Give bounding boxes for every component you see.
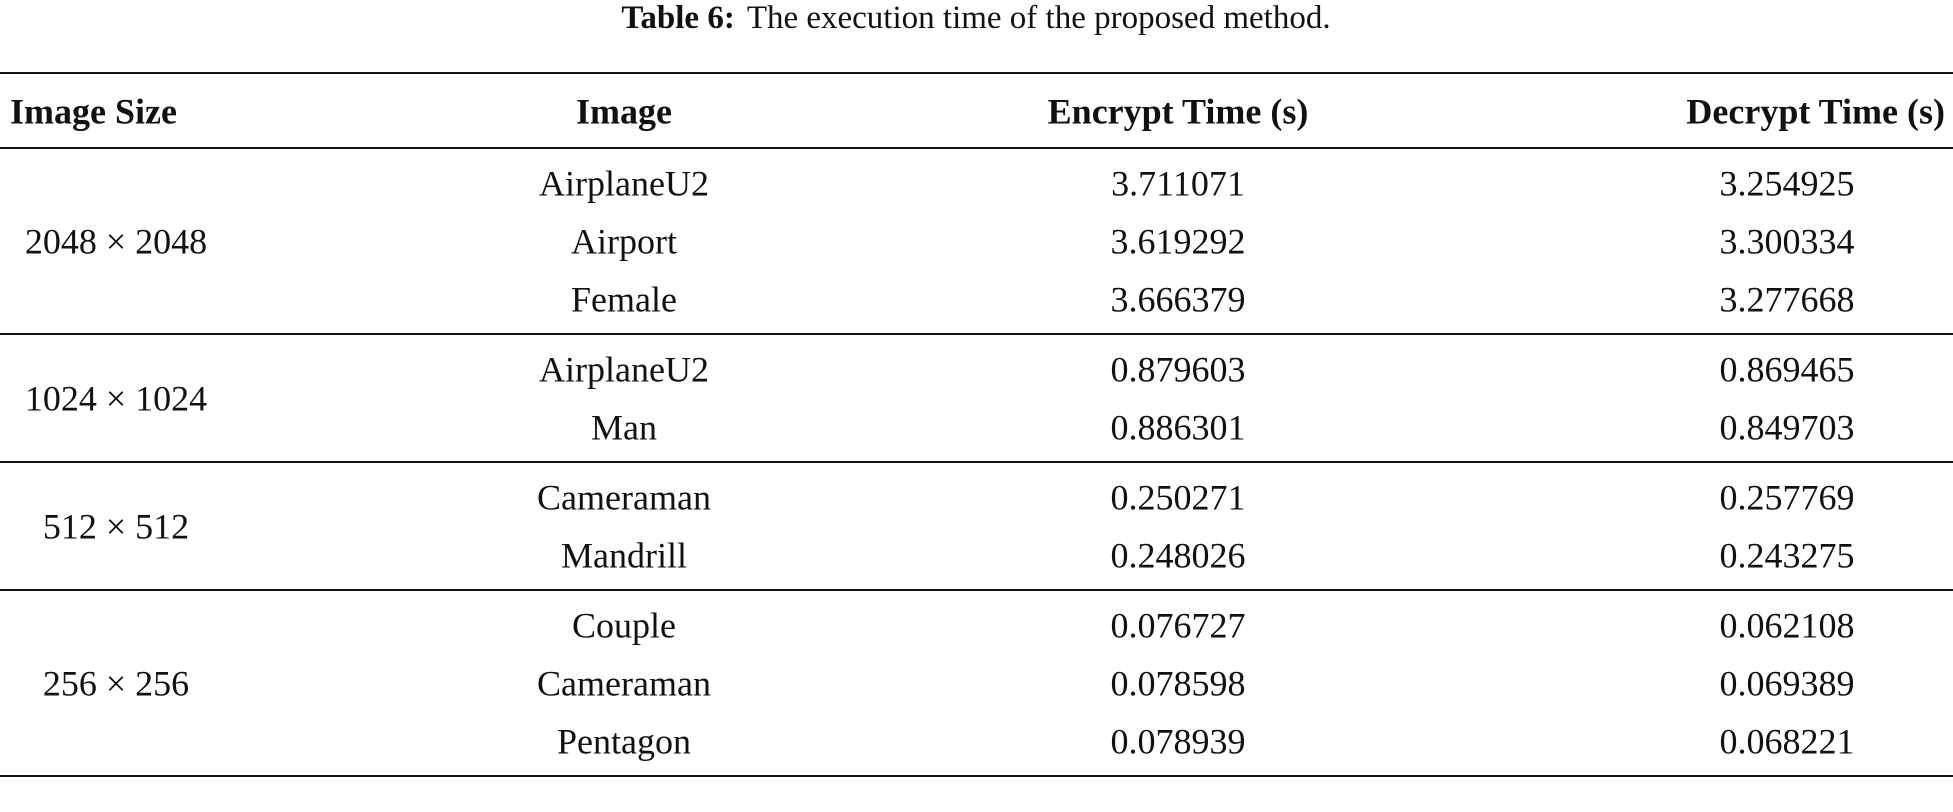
image-name: Female bbox=[571, 279, 677, 319]
image-name: Couple bbox=[572, 605, 676, 645]
time-value: 0.257769 bbox=[1720, 477, 1855, 517]
time-value: 0.062108 bbox=[1720, 605, 1855, 645]
time-value: 0.869465 bbox=[1720, 349, 1855, 389]
image-size: 1024 × 1024 bbox=[25, 378, 207, 418]
time-value: 0.068221 bbox=[1720, 721, 1855, 761]
time-value: 3.619292 bbox=[1111, 221, 1246, 261]
time-value: 0.886301 bbox=[1111, 407, 1246, 447]
time-value: 3.277668 bbox=[1720, 279, 1855, 319]
image-name: Cameraman bbox=[537, 663, 711, 703]
time-value: 3.666379 bbox=[1111, 279, 1246, 319]
image-name: Man bbox=[591, 407, 657, 447]
column-header: Image bbox=[576, 91, 672, 131]
image-name: AirplaneU2 bbox=[539, 163, 709, 203]
time-value: 3.254925 bbox=[1720, 163, 1855, 203]
image-name: Cameraman bbox=[537, 477, 711, 517]
image-name: AirplaneU2 bbox=[539, 349, 709, 389]
image-size: 2048 × 2048 bbox=[25, 221, 207, 261]
image-size: 512 × 512 bbox=[43, 506, 189, 546]
time-value: 0.078939 bbox=[1111, 721, 1246, 761]
caption-label: Table 6: bbox=[621, 0, 734, 36]
time-value: 0.849703 bbox=[1720, 407, 1855, 447]
time-value: 0.879603 bbox=[1111, 349, 1246, 389]
time-value: 0.248026 bbox=[1111, 535, 1246, 575]
image-name: Airport bbox=[571, 221, 677, 261]
column-header: Encrypt Time (s) bbox=[1048, 91, 1309, 131]
time-value: 3.711071 bbox=[1111, 163, 1245, 203]
time-value: 0.250271 bbox=[1111, 477, 1246, 517]
column-header: Image Size bbox=[10, 91, 177, 131]
time-value: 3.300334 bbox=[1720, 221, 1855, 261]
caption: Table 6: The execution time of the propos… bbox=[621, 0, 1330, 36]
image-name: Mandrill bbox=[561, 535, 687, 575]
image-name: Pentagon bbox=[557, 721, 691, 761]
time-value: 0.243275 bbox=[1720, 535, 1855, 575]
time-value: 0.078598 bbox=[1111, 663, 1246, 703]
caption-text: The execution time of the proposed metho… bbox=[747, 0, 1331, 36]
time-value: 0.069389 bbox=[1720, 663, 1855, 703]
image-size: 256 × 256 bbox=[43, 663, 189, 703]
time-value: 0.076727 bbox=[1111, 605, 1246, 645]
column-header: Decrypt Time (s) bbox=[1686, 91, 1945, 131]
